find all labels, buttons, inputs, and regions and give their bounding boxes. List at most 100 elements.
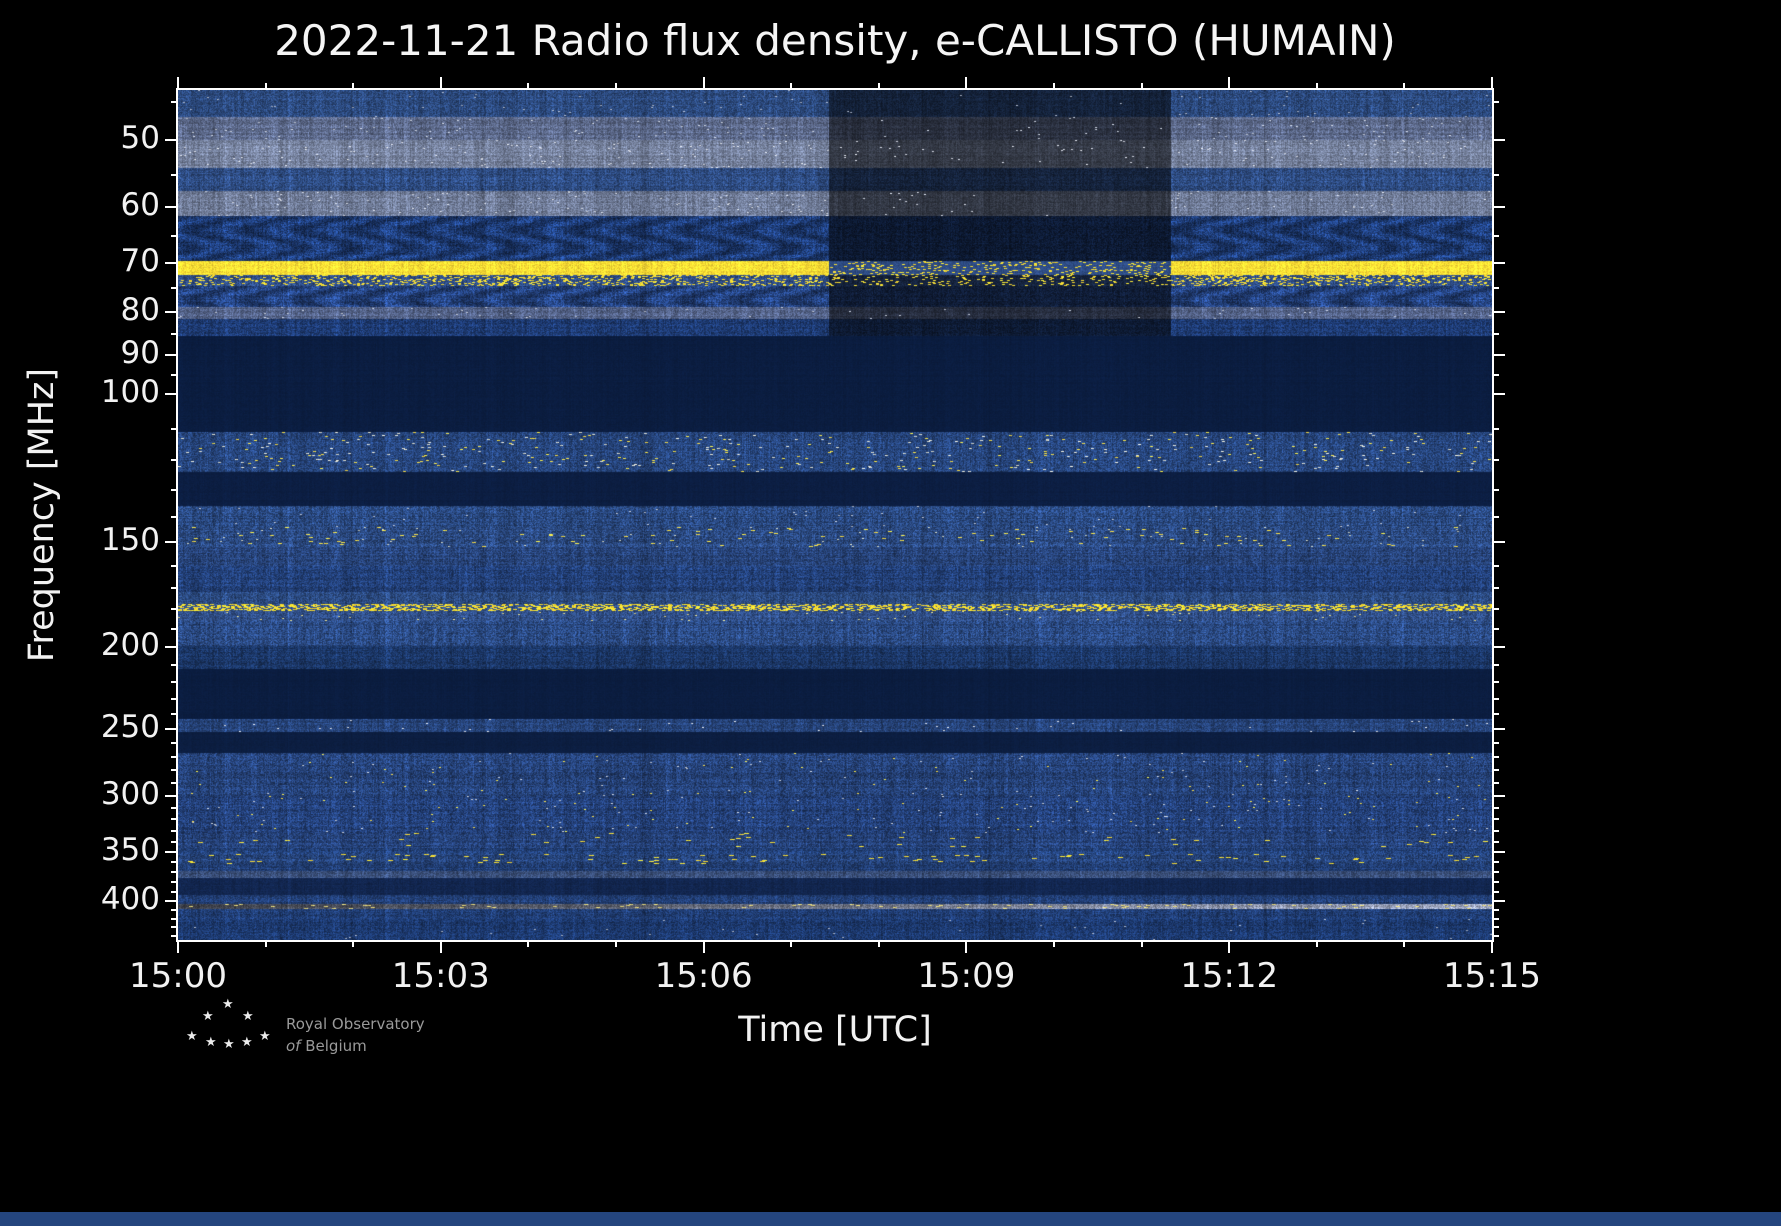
tick-mark <box>1492 459 1499 462</box>
tick-mark <box>171 681 178 684</box>
tick-mark <box>171 934 178 937</box>
tick-mark <box>1228 940 1231 953</box>
tick-mark <box>1492 818 1499 821</box>
y-tick-label: 60 <box>120 186 160 223</box>
tick-mark <box>1492 205 1505 208</box>
tick-mark <box>1492 851 1505 854</box>
tick-mark <box>1492 909 1499 912</box>
tick-mark <box>171 871 178 874</box>
tick-mark <box>1492 646 1505 649</box>
y-tick-label: 90 <box>120 335 160 372</box>
tick-mark <box>171 664 178 667</box>
tick-mark <box>790 940 793 947</box>
x-tick-label: 15:06 <box>654 956 753 996</box>
x-tick-label: 15:00 <box>129 956 227 996</box>
tick-mark <box>171 861 178 864</box>
tick-mark <box>702 940 705 953</box>
tick-mark <box>1403 83 1406 90</box>
star-icon: ★ <box>202 1009 214 1024</box>
tick-mark <box>1491 940 1493 953</box>
star-icon: ★ <box>222 997 234 1012</box>
tick-mark <box>877 940 880 947</box>
tick-mark <box>165 794 178 797</box>
tick-mark <box>1492 899 1505 902</box>
tick-mark <box>165 311 178 314</box>
tick-mark <box>171 909 178 912</box>
tick-mark <box>171 881 178 884</box>
tick-mark <box>1492 427 1499 430</box>
tick-mark <box>1403 940 1406 947</box>
tick-mark <box>790 83 793 90</box>
tick-mark <box>1492 541 1505 544</box>
tick-mark <box>877 83 880 90</box>
rob-logo-line2: of Belgium <box>286 1036 425 1058</box>
tick-mark <box>1140 83 1143 90</box>
tick-mark <box>1315 940 1318 947</box>
tick-mark <box>352 940 355 947</box>
tick-mark <box>1492 782 1499 785</box>
tick-mark <box>527 83 530 90</box>
tick-mark <box>1492 354 1505 357</box>
tick-mark <box>177 77 179 90</box>
rob-logo: ★ ★ ★ ★ ★ ★ ★ ★ Royal Observatory of Bel… <box>186 998 486 1068</box>
tick-mark <box>1492 756 1499 759</box>
tick-mark <box>1053 83 1055 90</box>
tick-mark <box>171 840 178 843</box>
star-icon: ★ <box>205 1035 217 1050</box>
tick-mark <box>171 586 178 589</box>
star-icon: ★ <box>241 1035 253 1050</box>
y-tick-label: 250 <box>100 709 160 745</box>
y-axis-title: Frequency [MHz] <box>22 367 63 663</box>
star-icon: ★ <box>186 1029 198 1044</box>
tick-mark <box>171 627 178 630</box>
tick-mark <box>1492 871 1499 874</box>
tick-mark <box>171 806 178 809</box>
tick-mark <box>171 287 178 290</box>
tick-mark <box>965 940 968 953</box>
rob-logo-line2-prefix: of <box>286 1036 301 1055</box>
tick-mark <box>1492 742 1499 745</box>
tick-mark <box>1492 627 1499 630</box>
tick-mark <box>527 940 530 947</box>
tick-mark <box>171 713 178 716</box>
tick-mark <box>1492 586 1499 589</box>
tick-mark <box>1492 806 1499 809</box>
tick-mark <box>171 782 178 785</box>
tick-mark <box>171 890 178 893</box>
x-axis-title: Time [UTC] <box>738 1010 932 1050</box>
tick-mark <box>1491 77 1493 90</box>
tick-mark <box>171 333 178 336</box>
tick-mark <box>171 926 178 929</box>
tick-mark <box>1492 287 1499 290</box>
tick-mark <box>165 262 178 265</box>
spectrogram-canvas <box>178 90 1492 940</box>
tick-mark <box>1492 861 1499 864</box>
tick-mark <box>1492 890 1499 893</box>
tick-mark <box>1492 373 1499 376</box>
y-tick-label: 200 <box>100 627 160 664</box>
tick-mark <box>1492 392 1505 395</box>
tick-mark <box>165 728 178 730</box>
tick-mark <box>171 564 178 567</box>
y-tick-label: 150 <box>100 522 160 559</box>
tick-mark <box>165 392 178 395</box>
tick-mark <box>171 459 178 462</box>
tick-mark <box>1492 262 1505 265</box>
rob-logo-text: Royal Observatory of Belgium <box>286 1014 425 1058</box>
tick-mark <box>1492 840 1499 843</box>
y-tick-label: 300 <box>100 775 160 812</box>
tick-mark <box>171 488 178 491</box>
tick-mark <box>171 100 178 103</box>
tick-mark <box>1492 697 1499 700</box>
tick-mark <box>1492 664 1499 667</box>
tick-mark <box>439 77 442 90</box>
tick-mark <box>165 646 178 649</box>
tick-mark <box>702 77 705 90</box>
tick-mark <box>1492 488 1499 491</box>
x-tick-label: 15:03 <box>391 956 490 996</box>
tick-mark <box>1492 829 1499 832</box>
tick-mark <box>965 77 968 90</box>
tick-mark <box>615 83 617 90</box>
tick-mark <box>1053 940 1055 947</box>
